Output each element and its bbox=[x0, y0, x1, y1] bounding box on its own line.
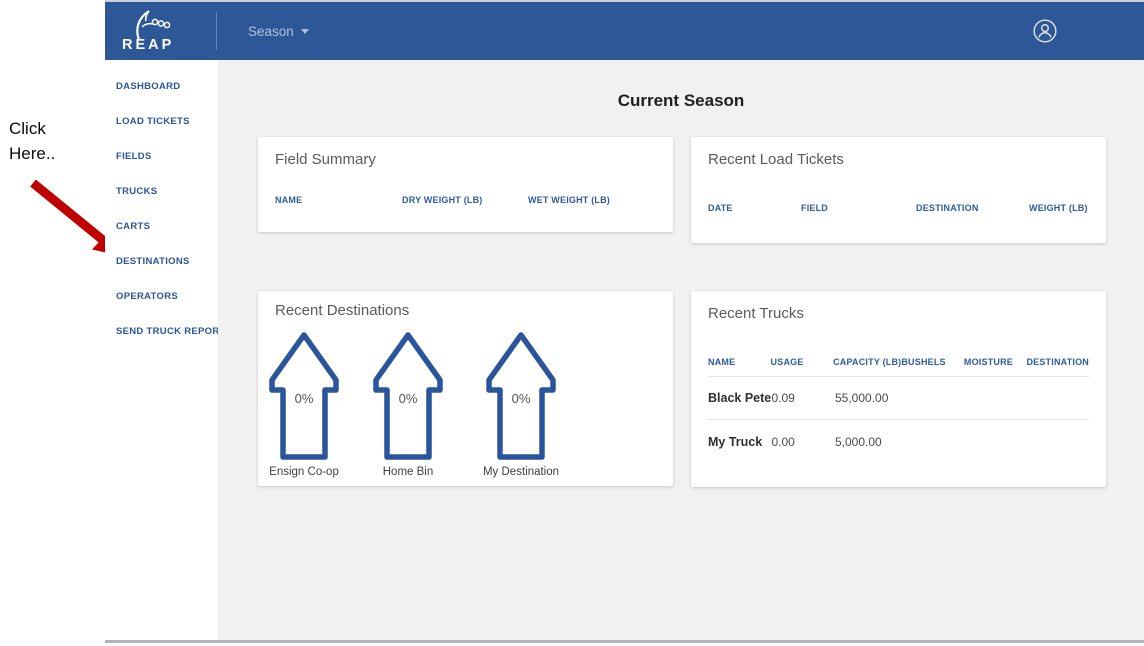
destination-arrow-icon bbox=[269, 332, 339, 460]
destination-percent: 0% bbox=[398, 391, 418, 406]
sidebar-item-operators[interactable]: OPERATORS bbox=[116, 291, 178, 302]
destination-arrow-icon bbox=[486, 332, 556, 460]
recent-load-tickets-card: Recent Load Tickets DATE FIELD DESTINATI… bbox=[691, 137, 1106, 243]
load-tickets-header-row: DATE FIELD DESTINATION WEIGHT (LB) bbox=[708, 203, 1089, 213]
annotation-line-2: Here.. bbox=[9, 144, 56, 163]
column-header: CAPACITY (LB) bbox=[833, 357, 902, 367]
top-bar: REAP Season bbox=[105, 0, 1144, 60]
season-dropdown[interactable]: Season bbox=[248, 24, 309, 39]
column-header: DESTINATION bbox=[1026, 357, 1089, 367]
destination-percent: 0% bbox=[511, 391, 531, 406]
column-header: NAME bbox=[708, 357, 736, 367]
column-header: WET WEIGHT (LB) bbox=[528, 195, 610, 205]
recent-trucks-card: Recent Trucks NAME USAGE CAPACITY (LB) B… bbox=[691, 291, 1106, 487]
account-icon bbox=[1033, 19, 1057, 43]
column-header: DRY WEIGHT (LB) bbox=[402, 195, 483, 205]
window-bottom-border bbox=[105, 640, 1144, 643]
recent-destinations-card: Recent Destinations 0% Ensign Co-op 0% bbox=[258, 291, 673, 486]
sidebar-item-carts[interactable]: CARTS bbox=[116, 221, 151, 232]
field-summary-card: Field Summary NAME DRY WEIGHT (LB) WET W… bbox=[258, 137, 673, 232]
click-here-annotation: Click Here.. bbox=[9, 116, 99, 166]
destination-percent: 0% bbox=[294, 391, 314, 406]
column-header: NAME bbox=[275, 195, 303, 205]
column-header: BUSHELS bbox=[901, 357, 946, 367]
column-header: MOISTURE bbox=[963, 357, 1014, 367]
destination-gauge: 0% Ensign Co-op bbox=[258, 331, 350, 478]
page-title: Current Season bbox=[617, 91, 745, 110]
truck-capacity: 55,000.00 bbox=[835, 391, 889, 405]
truck-usage: 0.00 bbox=[771, 434, 795, 449]
truck-usage: 0.09 bbox=[771, 391, 795, 405]
main-content: Current Season Field Summary NAME DRY WE… bbox=[218, 60, 1144, 640]
truck-name: Black Pete bbox=[708, 391, 772, 405]
destination-gauge: 0% Home Bin bbox=[362, 331, 454, 478]
wheat-logo-icon bbox=[136, 10, 171, 41]
destination-gauge: 0% My Destination bbox=[475, 331, 567, 478]
recent-load-tickets-title: Recent Load Tickets bbox=[708, 151, 844, 168]
sidebar-item-fields[interactable]: FIELDS bbox=[116, 151, 152, 162]
destination-label: My Destination bbox=[482, 466, 560, 478]
recent-trucks-title: Recent Trucks bbox=[708, 305, 804, 322]
logo-text: REAP bbox=[122, 37, 175, 53]
sidebar: DASHBOARD LOAD TICKETS FIELDS TRUCKS CAR… bbox=[105, 60, 226, 640]
truck-capacity: 5,000.00 bbox=[835, 434, 882, 449]
column-header: DATE bbox=[708, 203, 733, 213]
sidebar-item-destinations[interactable]: DESTINATIONS bbox=[116, 256, 190, 267]
sidebar-item-load-tickets[interactable]: LOAD TICKETS bbox=[116, 116, 190, 127]
column-header: USAGE bbox=[770, 357, 804, 367]
season-dropdown-label: Season bbox=[248, 23, 294, 39]
sidebar-item-send-truck-report[interactable]: SEND TRUCK REPORT bbox=[116, 326, 226, 337]
logo[interactable]: REAP bbox=[122, 9, 202, 53]
chevron-down-icon bbox=[300, 28, 309, 34]
header-divider bbox=[216, 12, 217, 50]
account-button[interactable] bbox=[1032, 18, 1058, 44]
field-summary-title: Field Summary bbox=[275, 151, 376, 168]
trucks-header-row: NAME USAGE CAPACITY (LB) BUSHELS MOISTUR… bbox=[708, 357, 1089, 377]
truck-name: My Truck bbox=[708, 434, 763, 449]
destination-label: Home Bin bbox=[382, 466, 434, 478]
recent-destinations-title: Recent Destinations bbox=[275, 302, 410, 319]
destination-label: Ensign Co-op bbox=[269, 466, 339, 478]
column-header: DESTINATION bbox=[916, 203, 979, 213]
column-header: WEIGHT (LB) bbox=[1029, 203, 1088, 213]
field-summary-header-row: NAME DRY WEIGHT (LB) WET WEIGHT (LB) bbox=[275, 195, 656, 205]
table-row: My Truck 0.00 5,000.00 bbox=[708, 420, 1089, 463]
column-header: FIELD bbox=[801, 203, 828, 213]
sidebar-item-trucks[interactable]: TRUCKS bbox=[116, 186, 158, 197]
table-row: Black Pete 0.09 55,000.00 bbox=[708, 377, 1089, 420]
sidebar-item-dashboard[interactable]: DASHBOARD bbox=[116, 81, 181, 92]
destination-arrow-icon bbox=[373, 332, 443, 460]
annotation-line-1: Click bbox=[9, 119, 46, 138]
